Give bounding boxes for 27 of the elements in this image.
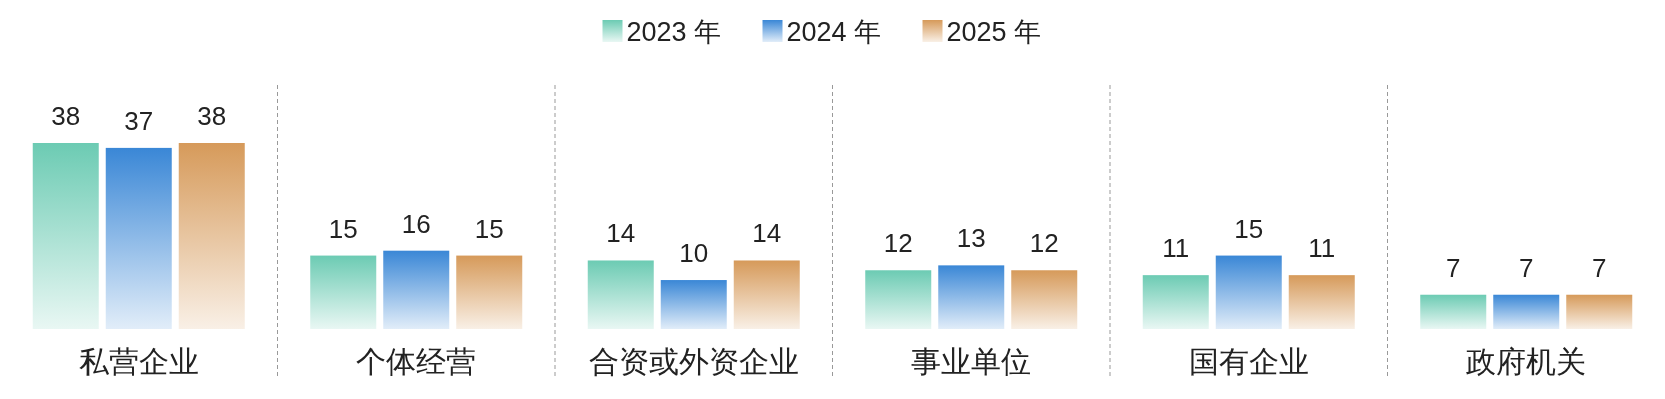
data-label: 15 bbox=[328, 213, 358, 244]
legend-label: 2025 年 bbox=[946, 17, 1042, 47]
data-label: 7 bbox=[1519, 252, 1534, 283]
x-tick-label: 政府机关 bbox=[1466, 345, 1587, 378]
data-label: 12 bbox=[1029, 228, 1059, 259]
data-label: 38 bbox=[51, 101, 81, 131]
data-label: 11 bbox=[1162, 233, 1190, 264]
x-tick-label: 合资或外资企业 bbox=[588, 345, 799, 378]
data-label: 38 bbox=[197, 101, 227, 131]
legend-label: 2024 年 bbox=[786, 17, 882, 47]
data-label: 37 bbox=[124, 105, 154, 136]
data-label: 10 bbox=[679, 238, 709, 269]
data-label: 7 bbox=[1446, 252, 1461, 283]
x-tick-label: 国有企业 bbox=[1188, 345, 1309, 378]
data-label: 14 bbox=[606, 218, 636, 249]
data-label: 11 bbox=[1308, 233, 1336, 264]
data-label: 15 bbox=[474, 213, 504, 244]
legend-label: 2023 年 bbox=[626, 17, 722, 47]
x-tick-label: 事业单位 bbox=[911, 345, 1032, 378]
data-label: 12 bbox=[883, 228, 913, 259]
x-tick-label: 私营企业 bbox=[78, 345, 199, 378]
data-label: 13 bbox=[956, 223, 986, 254]
data-label: 7 bbox=[1592, 252, 1607, 283]
x-tick-label: 个体经营 bbox=[356, 345, 477, 378]
data-label: 16 bbox=[401, 208, 431, 239]
data-label: 15 bbox=[1234, 213, 1264, 244]
data-label: 14 bbox=[752, 218, 782, 249]
